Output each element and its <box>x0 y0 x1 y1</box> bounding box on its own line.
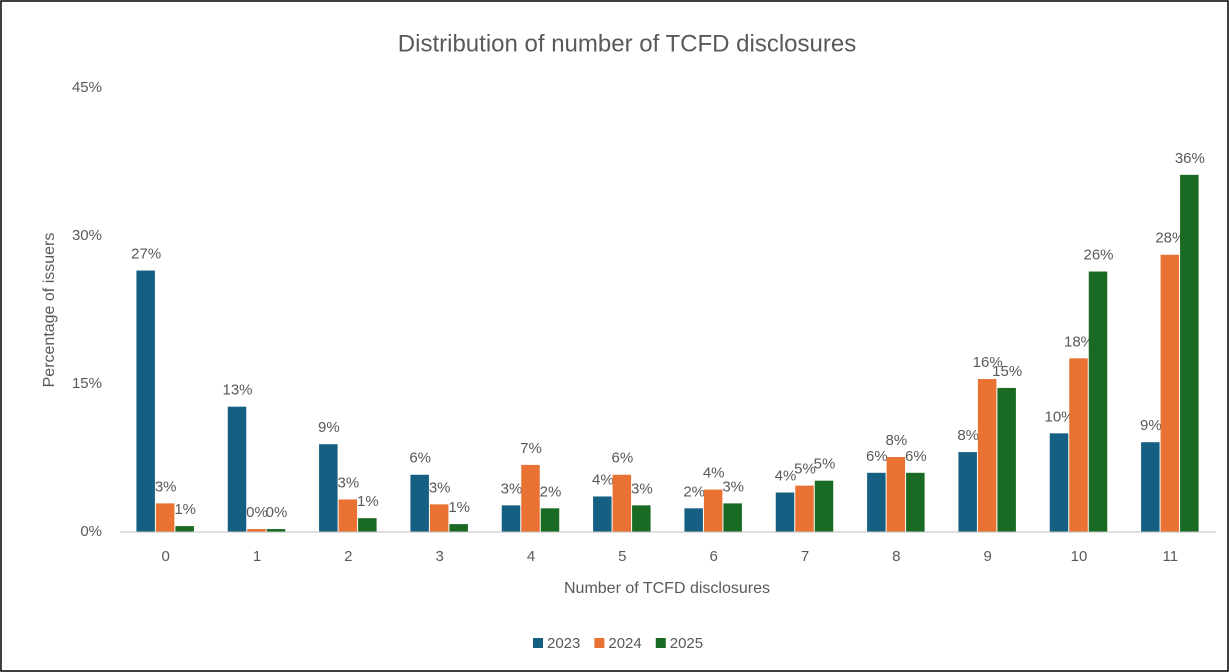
bar <box>775 492 795 532</box>
data-label: 6% <box>611 450 633 467</box>
data-label: 4% <box>703 465 725 482</box>
data-label: 3% <box>337 474 359 491</box>
data-label: 3% <box>155 478 177 495</box>
legend-swatch <box>655 638 666 648</box>
bar <box>429 504 449 532</box>
data-label: 2% <box>683 483 705 500</box>
data-label: 0% <box>266 504 288 521</box>
legend-label: 2023 <box>547 635 580 652</box>
bar <box>723 503 742 532</box>
data-label: 28% <box>1155 230 1185 247</box>
bar <box>1160 254 1180 532</box>
data-label: 1% <box>174 501 196 518</box>
x-axis-title: Number of TCFD disclosures <box>564 580 770 597</box>
bar <box>501 505 521 532</box>
x-tick-label: 11 <box>1163 548 1179 565</box>
y-tick-label: 0% <box>80 523 102 540</box>
bar <box>410 474 429 532</box>
data-label: 3% <box>631 480 653 497</box>
x-tick-label: 9 <box>983 548 991 565</box>
bar <box>612 474 632 532</box>
data-label: 3% <box>501 480 523 497</box>
data-label: 1% <box>357 493 379 510</box>
bar <box>593 496 612 532</box>
legend-label: 2024 <box>608 635 641 652</box>
bar <box>795 485 814 532</box>
legend-label: 2025 <box>670 635 703 652</box>
data-label: 4% <box>592 471 614 488</box>
data-label: 9% <box>1140 417 1162 434</box>
bar <box>1069 358 1088 532</box>
data-label: 8% <box>957 427 979 444</box>
bar <box>814 480 834 532</box>
x-tick-label: 2 <box>344 548 352 565</box>
data-label: 4% <box>775 468 797 485</box>
data-label: 16% <box>973 354 1003 371</box>
bar <box>906 472 925 532</box>
data-label: 18% <box>1064 333 1094 350</box>
data-label: 5% <box>814 456 836 473</box>
data-label: 2% <box>540 483 562 500</box>
legend-swatch <box>533 638 543 648</box>
legend-swatch <box>594 638 605 648</box>
bar <box>136 270 155 532</box>
x-tick-label: 1 <box>253 548 261 565</box>
y-tick-label: 15% <box>72 375 102 392</box>
bar <box>867 472 886 532</box>
data-label: 26% <box>1083 246 1113 263</box>
data-label: 8% <box>885 432 907 449</box>
chart-title: Distribution of number of TCFD disclosur… <box>398 30 856 57</box>
data-label: 6% <box>866 448 888 465</box>
x-tick-label: 8 <box>892 548 900 565</box>
data-label: 5% <box>794 461 816 478</box>
data-label: 10% <box>1044 408 1074 425</box>
bar <box>358 518 377 532</box>
y-tick-label: 45% <box>72 79 102 96</box>
y-tick-label: 30% <box>72 227 102 244</box>
bar <box>1049 433 1069 532</box>
bar <box>958 452 977 532</box>
x-tick-label: 6 <box>709 548 717 565</box>
bar <box>977 379 997 532</box>
data-label: 3% <box>722 478 744 495</box>
bar <box>175 526 194 532</box>
bar <box>449 524 468 532</box>
data-label: 0% <box>246 504 268 521</box>
bar <box>1180 174 1199 532</box>
data-label: 6% <box>905 448 927 465</box>
data-label: 3% <box>429 479 451 496</box>
bar <box>155 503 175 532</box>
bar <box>886 457 906 532</box>
bar <box>1088 271 1108 532</box>
bar <box>266 529 286 532</box>
bar <box>632 505 651 532</box>
bar <box>247 529 266 532</box>
bar <box>1141 442 1160 532</box>
data-label: 1% <box>448 499 470 516</box>
y-axis-title: Percentage of issuers <box>41 233 58 388</box>
x-tick-label: 10 <box>1071 548 1088 565</box>
data-label: 9% <box>318 419 340 436</box>
x-tick-label: 4 <box>527 548 535 565</box>
data-label: 13% <box>222 382 252 399</box>
x-tick-label: 7 <box>801 548 809 565</box>
data-label: 27% <box>131 246 161 263</box>
bar <box>521 464 540 532</box>
bar <box>540 508 560 532</box>
x-tick-label: 5 <box>618 548 626 565</box>
x-tick-label: 3 <box>435 548 443 565</box>
bar <box>338 499 358 532</box>
data-label: 7% <box>520 440 542 457</box>
bar <box>684 508 703 532</box>
bar <box>227 406 247 532</box>
bar <box>997 387 1016 532</box>
data-label: 36% <box>1175 150 1205 167</box>
bar <box>319 444 338 532</box>
x-tick-label: 0 <box>161 548 169 565</box>
data-label: 15% <box>992 363 1022 380</box>
bar <box>703 489 723 532</box>
data-label: 6% <box>409 450 431 467</box>
